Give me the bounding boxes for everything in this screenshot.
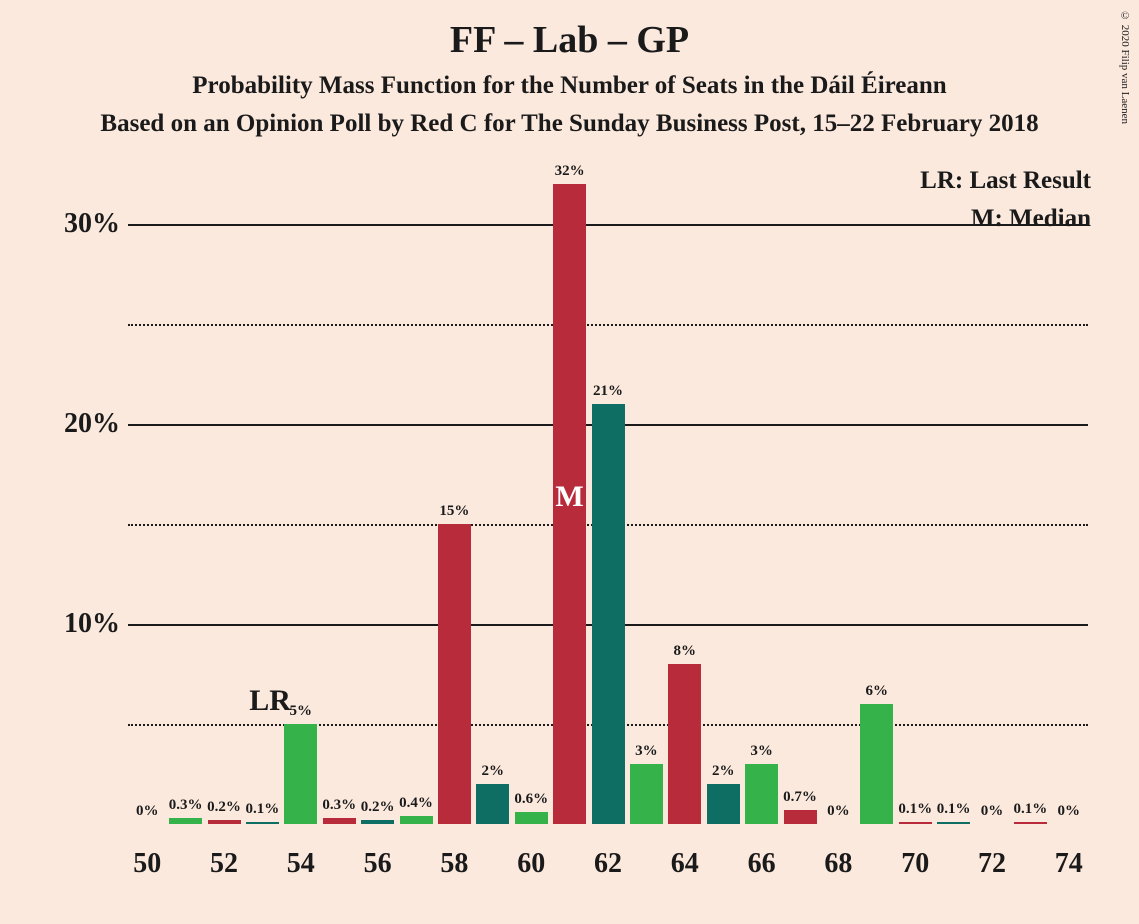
y-axis-label: 30% — [64, 208, 120, 240]
bar-value-label: 0.4% — [399, 795, 433, 812]
chart-subtitle-1: Probability Mass Function for the Number… — [0, 72, 1139, 100]
bar-value-label: 3% — [750, 743, 773, 760]
chart-bar — [400, 816, 433, 824]
x-axis-label: 62 — [594, 848, 622, 880]
bar-value-label: 2% — [712, 763, 735, 780]
bar-value-label: 0.7% — [783, 789, 817, 806]
chart-bar — [476, 784, 509, 824]
bar-value-label: 0.1% — [1014, 801, 1048, 818]
chart-bar — [323, 818, 356, 824]
bar-value-label: 8% — [674, 643, 697, 660]
x-axis-label: 74 — [1055, 848, 1083, 880]
bar-value-label: 0% — [1058, 803, 1081, 820]
x-axis-label: 70 — [901, 848, 929, 880]
bar-value-label: 0.3% — [322, 797, 356, 814]
bar-value-label: 0.3% — [169, 797, 203, 814]
x-axis-label: 52 — [210, 848, 238, 880]
bar-value-label: 0% — [827, 803, 850, 820]
chart-bar — [1014, 822, 1047, 824]
chart-bar — [860, 704, 893, 824]
x-axis-label: 58 — [440, 848, 468, 880]
bar-value-label: 2% — [482, 763, 505, 780]
x-axis-label: 54 — [287, 848, 315, 880]
chart-bar — [630, 764, 663, 824]
x-axis-label: 66 — [748, 848, 776, 880]
chart-bar — [284, 724, 317, 824]
x-axis-label: 72 — [978, 848, 1006, 880]
chart-bar — [246, 822, 279, 824]
chart-bar — [784, 810, 817, 824]
chart-bar — [937, 822, 970, 824]
x-axis-label: 64 — [671, 848, 699, 880]
chart-bar — [438, 524, 471, 824]
bar-value-label: 0.1% — [246, 801, 280, 818]
median-marker: M — [555, 480, 583, 514]
bar-value-label: 0.1% — [898, 801, 932, 818]
chart-plot-area: 10%20%30%0%0.3%5%0.4%0.6%3%3%6%0%0.2%0.3… — [128, 164, 1088, 824]
chart-subtitle-2: Based on an Opinion Poll by Red C for Th… — [0, 110, 1139, 138]
bar-value-label: 0% — [981, 803, 1004, 820]
chart-bar — [899, 822, 932, 824]
chart-bar — [361, 820, 394, 824]
chart-bar — [515, 812, 548, 824]
bar-value-label: 6% — [866, 683, 889, 700]
lr-marker: LR — [249, 684, 291, 718]
chart-bar — [745, 764, 778, 824]
x-axis-label: 60 — [517, 848, 545, 880]
bar-value-label: 0.6% — [514, 791, 548, 808]
bar-value-label: 0.2% — [207, 799, 241, 816]
grid-line-minor — [128, 324, 1088, 326]
chart-bar — [707, 784, 740, 824]
y-axis-label: 20% — [64, 408, 120, 440]
bar-value-label: 21% — [593, 383, 623, 400]
x-axis-label: 56 — [364, 848, 392, 880]
chart-title: FF – Lab – GP — [0, 18, 1139, 62]
bar-value-label: 5% — [290, 703, 313, 720]
bar-value-label: 0% — [136, 803, 159, 820]
copyright-text: © 2020 Filip van Laenen — [1119, 10, 1131, 124]
y-axis-label: 10% — [64, 608, 120, 640]
chart-bar — [208, 820, 241, 824]
bar-value-label: 32% — [555, 163, 585, 180]
bar-value-label: 0.1% — [937, 801, 971, 818]
chart-bar — [668, 664, 701, 824]
grid-line-major — [128, 224, 1088, 226]
title-block: FF – Lab – GP Probability Mass Function … — [0, 0, 1139, 138]
bar-value-label: 3% — [635, 743, 658, 760]
x-axis-label: 50 — [133, 848, 161, 880]
bar-value-label: 15% — [439, 503, 469, 520]
bar-value-label: 0.2% — [361, 799, 395, 816]
chart-bar — [592, 404, 625, 824]
x-axis-label: 68 — [824, 848, 852, 880]
chart-bar — [169, 818, 202, 824]
